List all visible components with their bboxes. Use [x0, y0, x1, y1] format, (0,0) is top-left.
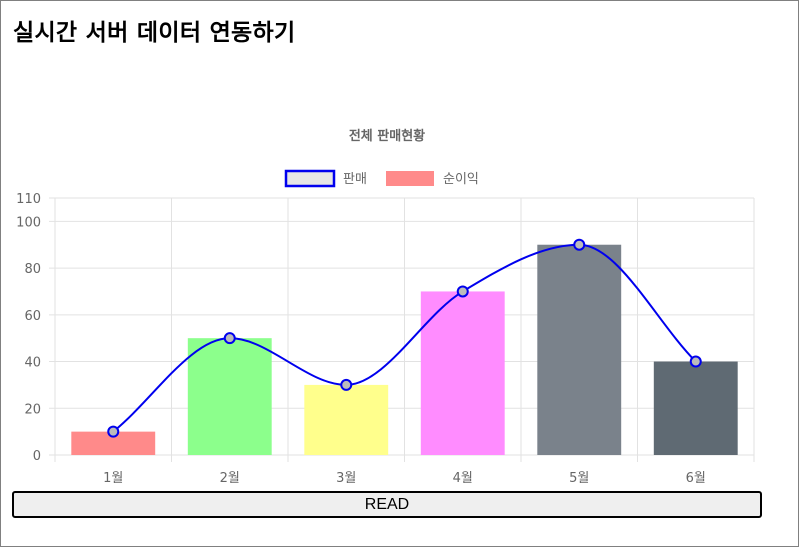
sales-point[interactable] — [573, 238, 586, 251]
y-tick-label: 0 — [33, 449, 41, 464]
chart-legend: 판매 순이익 — [284, 169, 479, 188]
sales-line-path — [112, 243, 697, 433]
sales-point[interactable] — [456, 285, 469, 298]
y-tick-label: 100 — [16, 215, 41, 230]
read-button[interactable]: READ — [12, 491, 762, 518]
sales-point[interactable] — [107, 425, 120, 438]
legend-item-sales[interactable]: 판매 — [284, 169, 367, 188]
bar-profit[interactable] — [304, 384, 389, 455]
sales-point[interactable] — [689, 355, 702, 368]
chart-title: 전체 판매현황 — [349, 128, 425, 144]
sales-chart: 전체 판매현황 판매 순이익 0 20 40 60 80 100 110 1월 2월 3월 4월 5… — [16, 128, 755, 486]
x-tick-label: 5월 — [569, 471, 589, 486]
y-tick-label: 20 — [24, 402, 41, 417]
legend-item-profit[interactable]: 순이익 — [386, 171, 479, 187]
y-tick-label: 60 — [24, 309, 41, 324]
sales-line — [107, 238, 702, 438]
y-axis: 0 20 40 60 80 100 110 — [16, 192, 41, 464]
legend-label-sales: 판매 — [343, 172, 367, 187]
x-tick-label: 4월 — [453, 471, 473, 486]
page-title: 실시간 서버 데이터 연동하기 — [13, 20, 296, 46]
x-tick-label: 3월 — [336, 471, 356, 486]
legend-swatch-sales — [284, 169, 336, 188]
bar-profit[interactable] — [653, 361, 738, 455]
y-tick-label: 40 — [24, 356, 41, 371]
x-axis: 1월 2월 3월 4월 5월 6월 — [103, 471, 706, 486]
bar-profit[interactable] — [71, 431, 156, 455]
bar-profit[interactable] — [420, 291, 505, 455]
chart-grid — [49, 197, 755, 462]
profit-bars — [71, 244, 738, 455]
bar-profit[interactable] — [187, 338, 272, 455]
bar-profit[interactable] — [537, 244, 622, 455]
sales-point[interactable] — [223, 332, 236, 345]
legend-label-profit: 순이익 — [443, 172, 479, 187]
x-tick-label: 2월 — [220, 471, 240, 486]
x-tick-label: 1월 — [103, 471, 123, 486]
y-tick-label: 80 — [24, 262, 41, 277]
legend-swatch-profit — [386, 171, 434, 186]
sales-point[interactable] — [340, 378, 353, 391]
x-tick-label: 6월 — [686, 471, 706, 486]
y-tick-label: 110 — [16, 192, 41, 207]
